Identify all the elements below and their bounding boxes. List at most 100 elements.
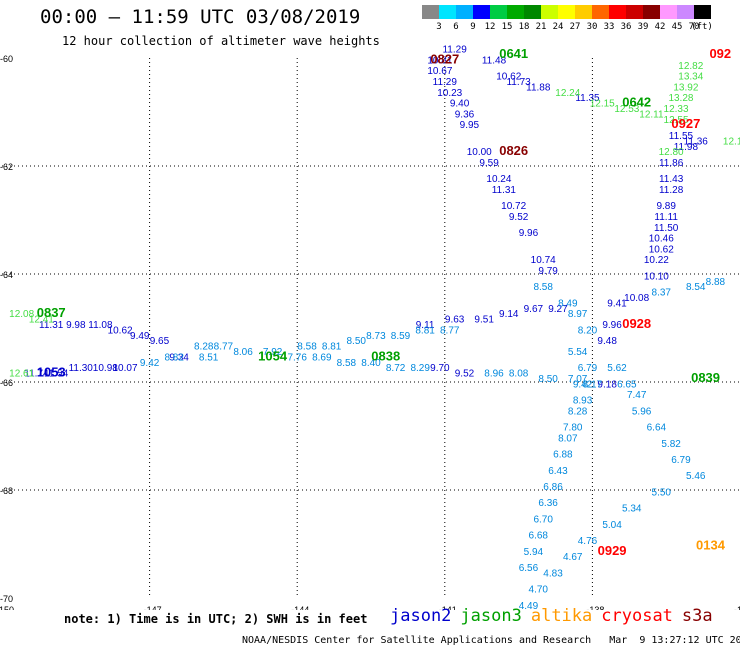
swh-value: 8.40	[361, 358, 381, 369]
colorbar-label: 3	[436, 22, 442, 32]
pass-time-labels: 0827 0641 0826 0642 0927 092 0837 1053 1054 0838 0…	[37, 46, 731, 558]
swh-value: 8.50	[347, 336, 367, 347]
colorbar-swatch	[558, 5, 575, 19]
swh-value: 8.58	[297, 342, 317, 353]
swh-value: 9.59	[479, 158, 499, 169]
colorbar-swatch	[626, 5, 643, 19]
swh-value: 6.79	[578, 363, 598, 374]
swh-value: 12.15	[590, 99, 615, 110]
swh-value: 10.98	[93, 363, 118, 374]
colorbar-label: 39	[637, 22, 649, 32]
swh-value: 4.83	[543, 568, 563, 579]
swh-value: 5.54	[568, 347, 588, 358]
map-title: 00:00 – 11:59 UTC 03/08/2019	[40, 6, 361, 28]
credit-line: NOAA/NESDIS Center for Satellite Applica…	[242, 635, 740, 646]
swh-value: 6.65	[617, 379, 637, 390]
swh-value: 11.31	[39, 320, 64, 331]
lat-label: -70	[0, 594, 13, 604]
swh-value: 13.28	[668, 93, 693, 104]
colorbar	[422, 5, 711, 19]
swh-value: 11.35	[575, 93, 600, 104]
pass-time-label: 1053	[37, 365, 66, 380]
swh-value: 9.52	[455, 369, 475, 380]
colorbar-label: 42	[654, 22, 666, 32]
colorbar-label: 21	[535, 22, 547, 32]
colorbar-label: 33	[603, 22, 615, 32]
swh-value: 11.31	[492, 185, 517, 196]
colorbar-label: 70	[688, 22, 700, 32]
colorbar-swatch	[524, 5, 541, 19]
colorbar-swatch	[677, 5, 694, 19]
swh-value: 13.92	[673, 82, 698, 93]
colorbar-swatch	[694, 5, 711, 19]
swh-value: 11.98	[674, 142, 699, 153]
swh-value: 11.48	[482, 55, 507, 66]
swh-value: 10.67	[427, 66, 452, 77]
wave-height-map: -60-62-64-66-68-70 -150-147-144-141-138-…	[0, 45, 740, 610]
swh-value: 5.94	[524, 547, 544, 558]
pass-time-label: 0827	[430, 51, 459, 66]
lon-label: -144	[291, 605, 309, 610]
swh-value: 11.29	[433, 77, 458, 88]
swh-value: 8.50	[538, 374, 558, 385]
swh-value: 8.08	[509, 369, 529, 380]
swh-value: 6.86	[543, 482, 563, 493]
colorbar-swatch	[660, 5, 677, 19]
swh-value: 11.50	[654, 223, 679, 234]
swh-value: 8.37	[652, 288, 672, 299]
colorbar-label: 9	[470, 22, 476, 32]
swh-value: 8.54	[686, 282, 706, 293]
swh-value: 10.62	[649, 244, 674, 255]
satellite-legend: jason2 jason3 altika cryosat s3a	[390, 606, 722, 626]
swh-value: 11.11	[654, 212, 678, 223]
legend-entry: s3a	[681, 606, 713, 626]
colorbar-label: 24	[552, 22, 564, 32]
swh-value: 9.98	[66, 320, 86, 331]
lon-label: -13	[734, 605, 740, 610]
colorbar-swatch	[456, 5, 473, 19]
note-text: note: 1) Time is in UTC; 2) SWH is in fe…	[64, 612, 368, 626]
swh-value: 11.74	[24, 369, 49, 380]
colorbar-label: 36	[620, 22, 632, 32]
colorbar-swatch	[422, 5, 439, 19]
colorbar-swatch	[490, 5, 507, 19]
swh-value: 10.10	[644, 271, 669, 282]
pass-time-label: 0927	[671, 116, 700, 131]
swh-value: 12.08	[9, 309, 34, 320]
swh-value: 10.24	[486, 174, 511, 185]
lon-label: -147	[144, 605, 162, 610]
swh-value: 8.20	[578, 325, 598, 336]
swh-value: 9.96	[602, 320, 622, 331]
swh-value: 5.82	[661, 439, 681, 450]
pass-time-label: 0642	[622, 95, 651, 110]
pass-time-label: 0826	[499, 143, 528, 158]
swh-value: 9.89	[656, 201, 676, 212]
swh-value: 8.51	[199, 352, 219, 363]
pass-time-label: 0641	[499, 46, 528, 61]
swh-value: 8.77	[440, 325, 460, 336]
swh-value: 9.63	[445, 315, 465, 326]
swh-value: 8.29	[410, 363, 430, 374]
swh-value: 12.82	[678, 61, 703, 72]
swh-value: 8.28	[568, 406, 588, 417]
pass-time-label: 0839	[691, 370, 720, 385]
swh-value: 11.29	[442, 45, 467, 56]
swh-value: 5.34	[622, 504, 642, 515]
swh-value: 12.11	[639, 109, 664, 120]
longitude-labels: -150 -147 -144 -141 -138 -13	[0, 605, 740, 610]
swh-value: 12.33	[664, 104, 689, 115]
latitude-labels: -60 -62 -64 -66 -68 -70	[0, 54, 13, 604]
swh-value: 8.28	[194, 342, 214, 353]
colorbar-label: 30	[586, 22, 598, 32]
swh-value: 7.80	[563, 423, 583, 434]
swh-value: 8.88	[706, 277, 726, 288]
lat-label: -68	[0, 486, 13, 496]
swh-value: 10.81	[427, 55, 452, 66]
swh-value: 5.46	[686, 471, 706, 482]
swh-value: 9.67	[524, 304, 544, 315]
swh-value: 4.67	[563, 552, 583, 563]
swh-value: 9.34	[169, 352, 189, 363]
swh-value: 9.79	[538, 266, 558, 277]
swh-value: 10.46	[649, 234, 674, 245]
swh-value: 10.07	[112, 363, 137, 374]
